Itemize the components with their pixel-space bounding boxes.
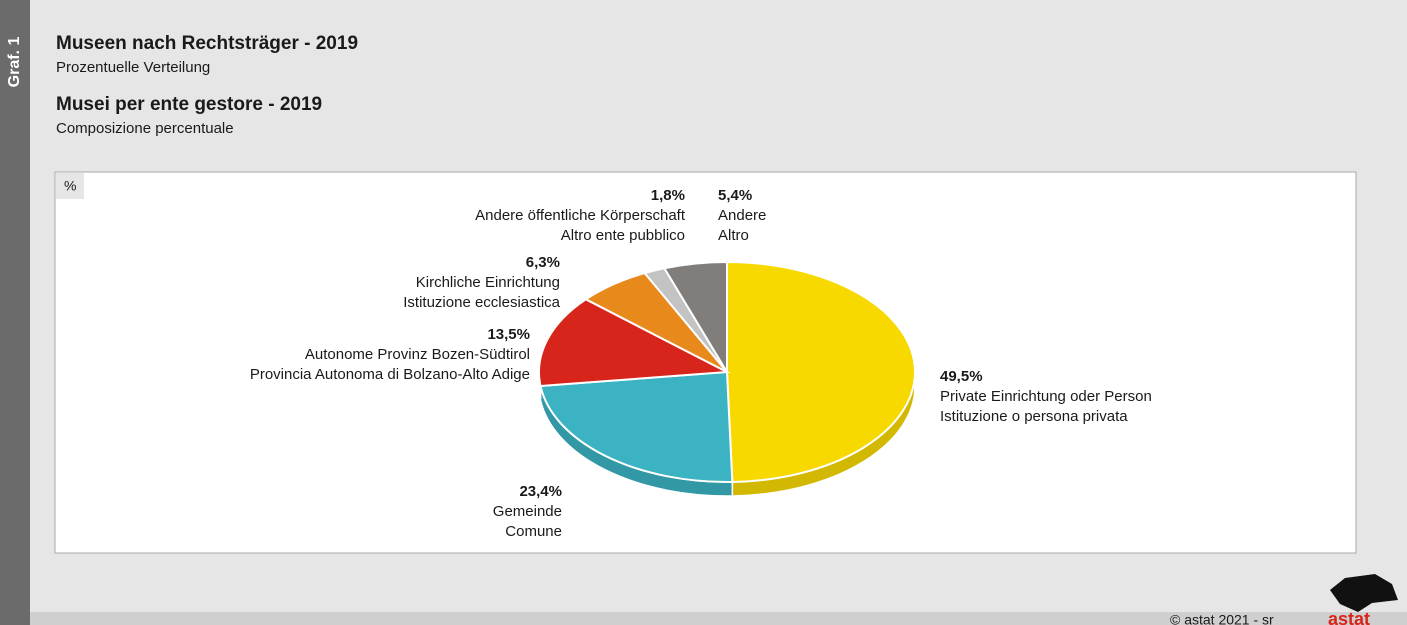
chart-subtitle: Prozentuelle Verteilung [56, 59, 210, 76]
unit-label: % [64, 178, 76, 194]
chart-title: Museen nach Rechtsträger - 2019 [56, 33, 358, 54]
value-label: 49,5% [940, 368, 983, 385]
value-label: 1,8% [651, 187, 685, 204]
category-label: Kirchliche Einrichtung [416, 274, 560, 291]
category-label-it: Comune [505, 523, 562, 540]
footer: © astat 2021 - sr [1170, 612, 1274, 625]
pie-slice [662, 260, 728, 376]
value-label: 13,5% [487, 326, 530, 343]
category-label-it: Altro [718, 227, 749, 244]
logo: astat [1328, 609, 1370, 625]
category-label-it: Provincia Autonoma di Bolzano-Alto Adige [250, 366, 530, 383]
category-label: Private Einrichtung oder Person [940, 388, 1152, 405]
category-label-it: Istituzione o persona privata [940, 408, 1128, 425]
side-label: Graf. 1 [6, 37, 23, 88]
category-label-it: Altro ente pubblico [561, 227, 685, 244]
pie-slice [539, 370, 734, 483]
pie-slice [538, 298, 731, 388]
value-label: 5,4% [718, 187, 752, 204]
category-label-it: Istituzione ecclesiastica [403, 294, 560, 311]
side-bar [0, 0, 30, 625]
category-label: Andere [718, 207, 766, 224]
value-label: 6,3% [526, 254, 560, 271]
footer-strip [30, 612, 1407, 625]
unit-box [56, 173, 84, 199]
category-label: Gemeinde [493, 503, 562, 520]
category-label: Andere öffentliche Körperschaft [475, 207, 686, 224]
pie-slice [726, 260, 916, 483]
chart-title-it: Musei per ente gestore - 2019 [56, 94, 322, 115]
value-label: 23,4% [519, 483, 562, 500]
category-label: Autonome Provinz Bozen-Südtirol [305, 346, 530, 363]
chart-subtitle-it: Composizione percentuale [56, 120, 234, 137]
logo-shape [1330, 574, 1398, 612]
